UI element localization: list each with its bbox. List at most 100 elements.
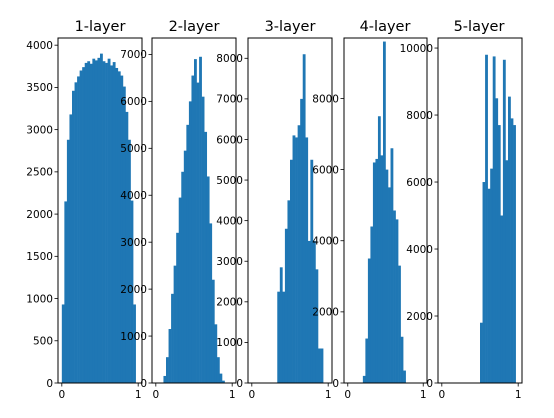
histogram-bar	[310, 159, 314, 383]
panel-3-layer: 3-layer 0 1000 2000 3000 4000 5000 6000 7000 800…	[216, 19, 333, 401]
histogram-bar	[370, 226, 374, 383]
histogram-bar	[508, 96, 511, 384]
y-tick-label: 7000	[120, 49, 147, 61]
y-tick-label: 5000	[120, 143, 147, 155]
histogram-bar	[492, 56, 496, 384]
y-tick-label: 1500	[26, 251, 53, 263]
histogram-bar	[315, 269, 319, 383]
x-tick-label: 0	[58, 389, 65, 401]
histogram-bar	[400, 336, 404, 383]
histogram-bar	[133, 304, 136, 383]
histogram-bar	[92, 58, 96, 383]
histogram-bar	[395, 219, 399, 383]
x-tick-label: 0	[152, 389, 159, 401]
histogram-bar	[398, 265, 401, 383]
histogram-bar	[102, 61, 106, 383]
histogram-bar	[375, 158, 379, 383]
histogram-bar	[490, 168, 494, 383]
histogram-bar	[372, 162, 376, 383]
histogram-bar	[100, 53, 103, 384]
histogram-bar	[222, 380, 225, 383]
histogram-bar	[110, 65, 114, 383]
y-tick-label: 8000	[406, 110, 433, 122]
histogram-bar	[183, 150, 187, 383]
histogram-bar	[287, 200, 291, 383]
y-tick-label: 7000	[216, 94, 243, 106]
y-tick-label: 8000	[312, 93, 339, 105]
histogram-bar	[178, 197, 182, 383]
histogram-bar	[367, 258, 371, 383]
y-tick-label: 3000	[120, 237, 147, 249]
bars	[480, 54, 516, 384]
histogram-bar	[382, 41, 386, 384]
panel-title: 5-layer	[454, 19, 505, 35]
histogram-bar	[216, 357, 220, 383]
histogram-bar	[295, 137, 298, 383]
x-tick-label: 1	[515, 389, 522, 401]
histogram-bar	[196, 82, 200, 383]
histogram-bar	[122, 86, 126, 383]
axes-frame	[247, 37, 333, 384]
histogram-bar	[284, 228, 288, 383]
histogram-bar	[495, 98, 499, 383]
y-tick-label: 2500	[26, 167, 53, 179]
y-tick-label: 0	[140, 378, 147, 390]
histogram-bar	[297, 125, 301, 383]
y-tick-label: 0	[332, 378, 339, 390]
x-tick-label: 0	[248, 389, 255, 401]
panel-1-layer: 1-layer 0 500 1000 1500 2000 2500 3000 3500 4000…	[26, 19, 143, 401]
histogram-bar	[163, 375, 167, 383]
histogram-bar	[214, 324, 218, 383]
histogram-bar	[82, 67, 86, 383]
y-tick-label: 4000	[120, 190, 147, 202]
y-tick-label: 1000	[26, 293, 53, 305]
y-tick-label: 2000	[406, 311, 433, 323]
histogram-bar	[115, 67, 119, 383]
axes-frame	[57, 37, 143, 384]
histogram-bar	[282, 291, 286, 383]
histogram-bar	[64, 201, 68, 383]
y-tick-label: 6000	[120, 96, 147, 108]
histogram-bar	[201, 96, 205, 384]
histogram-bar	[485, 54, 488, 383]
y-tick-label: 6000	[312, 164, 339, 176]
y-tick-label: 2000	[26, 209, 53, 221]
histogram-bar	[393, 210, 396, 383]
histogram-bar	[181, 171, 185, 383]
y-tick-label: 10000	[400, 43, 433, 55]
histogram-bar	[362, 375, 366, 383]
panel-title: 3-layer	[265, 19, 316, 35]
histogram-bar	[385, 169, 389, 383]
y-tick-label: 8000	[216, 53, 243, 65]
y-tick-label: 4000	[312, 236, 339, 248]
histogram-bar	[513, 125, 516, 383]
histogram-bar	[87, 61, 91, 383]
histogram-bar	[120, 75, 124, 383]
y-tick-label: 500	[33, 336, 53, 348]
histogram-bar	[199, 56, 202, 383]
histogram-bar	[487, 188, 491, 383]
y-tick-label: 3500	[26, 82, 53, 94]
histogram-bar	[94, 60, 98, 383]
bars	[61, 53, 136, 384]
histogram-bar	[500, 215, 504, 383]
histogram-bar	[292, 135, 296, 383]
histogram-bar	[186, 124, 190, 383]
x-tick-label: 1	[420, 389, 427, 401]
histogram-bar	[403, 370, 406, 383]
y-tick-label: 1000	[216, 337, 243, 349]
y-tick-label: 4000	[406, 244, 433, 256]
histogram-bar	[61, 304, 65, 383]
histogram-bar	[312, 240, 316, 383]
histogram-bar	[219, 373, 223, 383]
histogram-bar	[107, 58, 111, 383]
histogram-bar	[171, 293, 174, 383]
histogram-bar	[377, 116, 381, 383]
histogram-bar	[318, 348, 321, 383]
y-tick-label: 4000	[26, 40, 53, 52]
histogram-bar	[176, 232, 180, 383]
y-tick-label: 2000	[312, 307, 339, 319]
